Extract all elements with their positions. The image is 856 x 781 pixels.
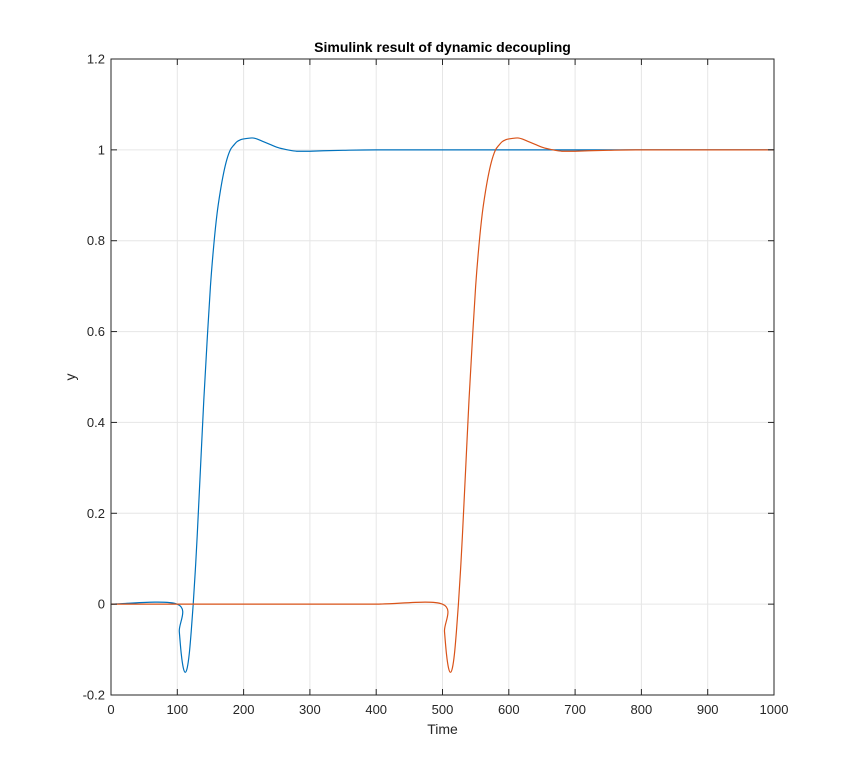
chart-title: Simulink result of dynamic decoupling xyxy=(314,39,571,55)
x-tick-labels: 0 100 200 300 400 500 600 700 800 900 1000 xyxy=(107,702,788,717)
x-tick-label: 0 xyxy=(107,702,114,717)
y-tick-label: 0.8 xyxy=(87,233,105,248)
y-axis-label: y xyxy=(62,374,78,381)
y-tick-label: 1 xyxy=(98,142,105,157)
y-tick-label: 0.4 xyxy=(87,415,105,430)
series-line-1 xyxy=(110,137,775,673)
x-tick-label: 800 xyxy=(631,702,653,717)
y-tick-label: 0.2 xyxy=(87,506,105,521)
x-tick-label: 500 xyxy=(432,702,454,717)
x-tick-label: 600 xyxy=(498,702,520,717)
x-axis-label: Time xyxy=(427,721,458,737)
x-tick-label: 100 xyxy=(166,702,188,717)
series-line-2 xyxy=(110,137,775,673)
y-tick-labels: -0.2 0 0.2 0.4 0.6 0.8 1 1.2 xyxy=(83,52,105,703)
x-tick-label: 1000 xyxy=(760,702,789,717)
x-tick-label: 300 xyxy=(299,702,321,717)
series-layer xyxy=(110,137,775,673)
x-tick-label: 700 xyxy=(564,702,586,717)
y-tick-label: 0 xyxy=(98,597,105,612)
y-tick-label: 0.6 xyxy=(87,324,105,339)
x-tick-label: 900 xyxy=(697,702,719,717)
x-tick-label: 200 xyxy=(233,702,255,717)
y-tick-label: 1.2 xyxy=(87,52,105,67)
x-tick-label: 400 xyxy=(365,702,387,717)
tick-layer xyxy=(110,58,775,696)
y-tick-label: -0.2 xyxy=(83,688,105,703)
